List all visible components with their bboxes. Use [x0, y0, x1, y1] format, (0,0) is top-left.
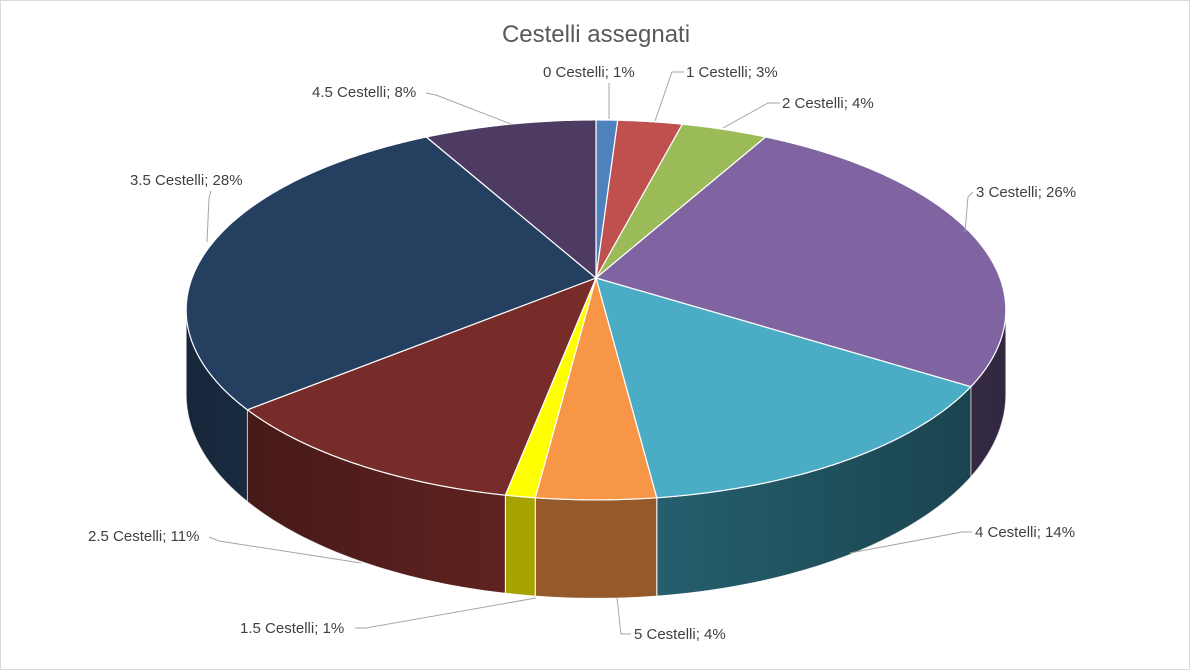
- slice-3-5-cestelli: [185, 136, 597, 411]
- data-label-category: 3.5 Cestelli: [130, 172, 204, 189]
- data-label-4-cestelli: 4 Cestelli; 14%: [975, 524, 1075, 541]
- data-label-category: 2 Cestelli: [782, 95, 844, 112]
- data-label-unit: %: [712, 626, 725, 643]
- data-label-value: 3: [756, 64, 764, 81]
- slice-2-5-cestelli: [246, 277, 597, 496]
- leader-line-1-cestelli: [654, 71, 684, 122]
- data-label-separator: ;: [314, 620, 322, 637]
- slice-5-cestelli: [534, 277, 658, 501]
- data-label-category: 2.5 Cestelli: [88, 528, 162, 545]
- data-label-category: 4 Cestelli: [975, 524, 1037, 541]
- data-label-value: 4: [852, 95, 860, 112]
- data-label-1-5-cestelli: 1.5 Cestelli; 1%: [240, 620, 344, 637]
- data-label-category: 1.5 Cestelli: [240, 620, 314, 637]
- data-label-2-5-cestelli: 2.5 Cestelli; 11%: [88, 528, 199, 545]
- data-label-value: 14: [1045, 524, 1062, 541]
- data-label-separator: ;: [386, 84, 394, 101]
- data-label-5-cestelli: 5 Cestelli; 4%: [634, 626, 726, 643]
- data-label-separator: ;: [204, 172, 212, 189]
- data-label-4-5-cestelli: 4.5 Cestelli; 8%: [312, 84, 416, 101]
- data-label-1-cestelli: 1 Cestelli; 3%: [686, 64, 778, 81]
- data-label-unit: %: [621, 64, 634, 81]
- leader-line-3-5-cestelli: [206, 190, 212, 243]
- data-label-separator: ;: [162, 528, 170, 545]
- data-label-category: 3 Cestelli: [976, 184, 1038, 201]
- leader-lines: [206, 71, 974, 635]
- data-label-2-cestelli: 2 Cestelli; 4%: [782, 95, 874, 112]
- leader-line-4-cestelli: [849, 531, 972, 554]
- slice-4-cestelli: [595, 277, 972, 499]
- data-labels: 0 Cestelli; 1% 1 Cestelli; 3%2 Cestelli; …: [88, 64, 1076, 643]
- data-label-unit: %: [331, 620, 344, 637]
- leader-line-4-5-cestelli: [425, 92, 512, 125]
- data-label-unit: %: [860, 95, 873, 112]
- slice-4-5-cestelli: [425, 119, 597, 279]
- slice-side-1-5-cestelli: [504, 494, 536, 597]
- leader-line-1-5-cestelli: [355, 597, 537, 629]
- data-label-unit: %: [186, 528, 199, 545]
- data-label-value: 11: [171, 528, 187, 545]
- slice-2-cestelli: [595, 123, 767, 279]
- data-label-value: 1: [323, 620, 331, 637]
- slice-side-5-cestelli: [534, 497, 658, 599]
- data-label-separator: ;: [1037, 524, 1045, 541]
- data-label-3-cestelli: 3 Cestelli; 26%: [976, 184, 1076, 201]
- data-label-value: 4: [704, 626, 712, 643]
- data-label-value: 1: [613, 64, 621, 81]
- data-label-separator: ;: [696, 626, 704, 643]
- data-label-value: 26: [1046, 184, 1063, 201]
- data-label-category: 0 Cestelli: [543, 64, 605, 81]
- data-label-separator: ;: [1038, 184, 1046, 201]
- data-label-0-cestelli: 0 Cestelli; 1%: [543, 64, 635, 81]
- data-label-separator: ;: [748, 64, 756, 81]
- leader-line-2-cestelli: [722, 102, 780, 129]
- data-label-separator: ;: [605, 64, 613, 81]
- data-label-value: 28: [213, 172, 230, 189]
- data-label-unit: %: [229, 172, 242, 189]
- data-label-unit: %: [1063, 184, 1076, 201]
- data-label-unit: %: [403, 84, 416, 101]
- data-label-separator: ;: [844, 95, 852, 112]
- data-label-3-5-cestelli: 3.5 Cestelli; 28%: [130, 172, 243, 189]
- data-label-value: 8: [395, 84, 403, 101]
- chart-title: Cestelli assegnati: [502, 21, 690, 48]
- leader-line-5-cestelli: [616, 597, 631, 635]
- data-label-unit: %: [764, 64, 777, 81]
- slice-3-cestelli: [595, 136, 1007, 388]
- leader-line-2-5-cestelli: [208, 536, 362, 564]
- data-label-category: 1 Cestelli: [686, 64, 748, 81]
- leader-line-3-cestelli: [964, 191, 974, 233]
- data-label-category: 5 Cestelli: [634, 626, 696, 643]
- data-label-unit: %: [1062, 524, 1075, 541]
- pie-slices: [185, 119, 1007, 501]
- data-label-category: 4.5 Cestelli: [312, 84, 386, 101]
